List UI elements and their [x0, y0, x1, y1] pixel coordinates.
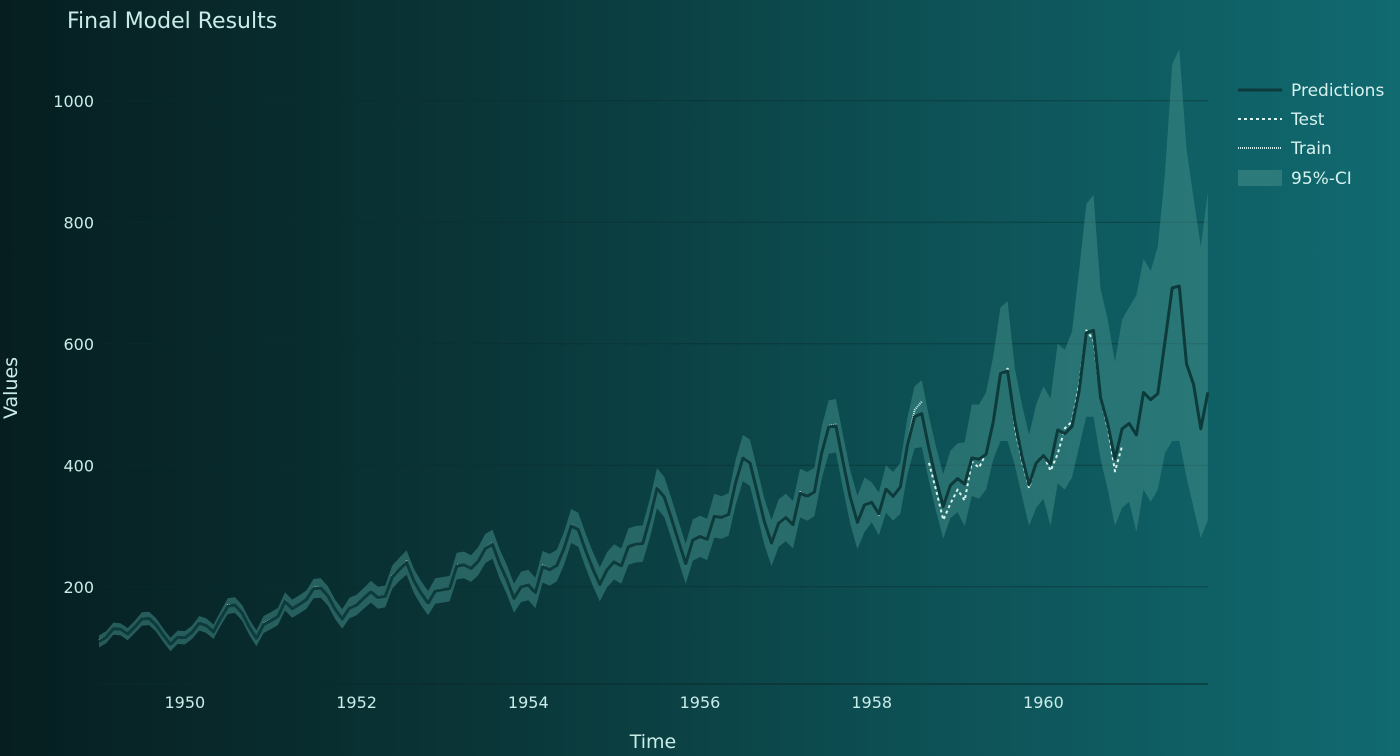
legend-label-predictions: Predictions — [1291, 81, 1384, 101]
x-tick-label: 1950 — [164, 693, 205, 712]
y-tick-label: 800 — [63, 213, 94, 232]
x-tick-labels: 1950 1952 1954 1956 1958 1960 — [164, 693, 1063, 712]
x-tick-label: 1952 — [336, 693, 377, 712]
x-tick-label: 1956 — [680, 693, 721, 712]
legend-label-ci: 95%-CI — [1291, 169, 1352, 189]
predictions-line — [98, 284, 1210, 646]
x-tick-label: 1958 — [851, 693, 892, 712]
ci-band — [99, 49, 1208, 652]
x-axis-title: Time — [629, 731, 677, 753]
chart-title: Final Model Results — [67, 9, 277, 34]
y-tick-label: 600 — [63, 335, 94, 354]
y-axis-title: Values — [0, 357, 22, 419]
y-tick-label: 200 — [63, 578, 94, 597]
legend-item-train[interactable]: Train — [1238, 139, 1332, 159]
series-lines — [98, 284, 1210, 647]
y-tick-label: 400 — [63, 456, 94, 475]
x-tick-label: 1954 — [508, 693, 549, 712]
legend-item-ci[interactable]: 95%-CI — [1238, 169, 1352, 189]
y-tick-labels: 200 400 600 800 1000 — [53, 92, 94, 597]
legend-item-predictions[interactable]: Predictions — [1238, 81, 1384, 101]
legend-item-test[interactable]: Test — [1238, 110, 1325, 130]
x-tick-label: 1960 — [1023, 693, 1064, 712]
y-tick-label: 1000 — [53, 92, 94, 111]
legend-label-test: Test — [1290, 110, 1325, 130]
legend[interactable]: Predictions Test Train 95%-CI — [1238, 81, 1384, 189]
legend-label-train: Train — [1290, 139, 1332, 159]
